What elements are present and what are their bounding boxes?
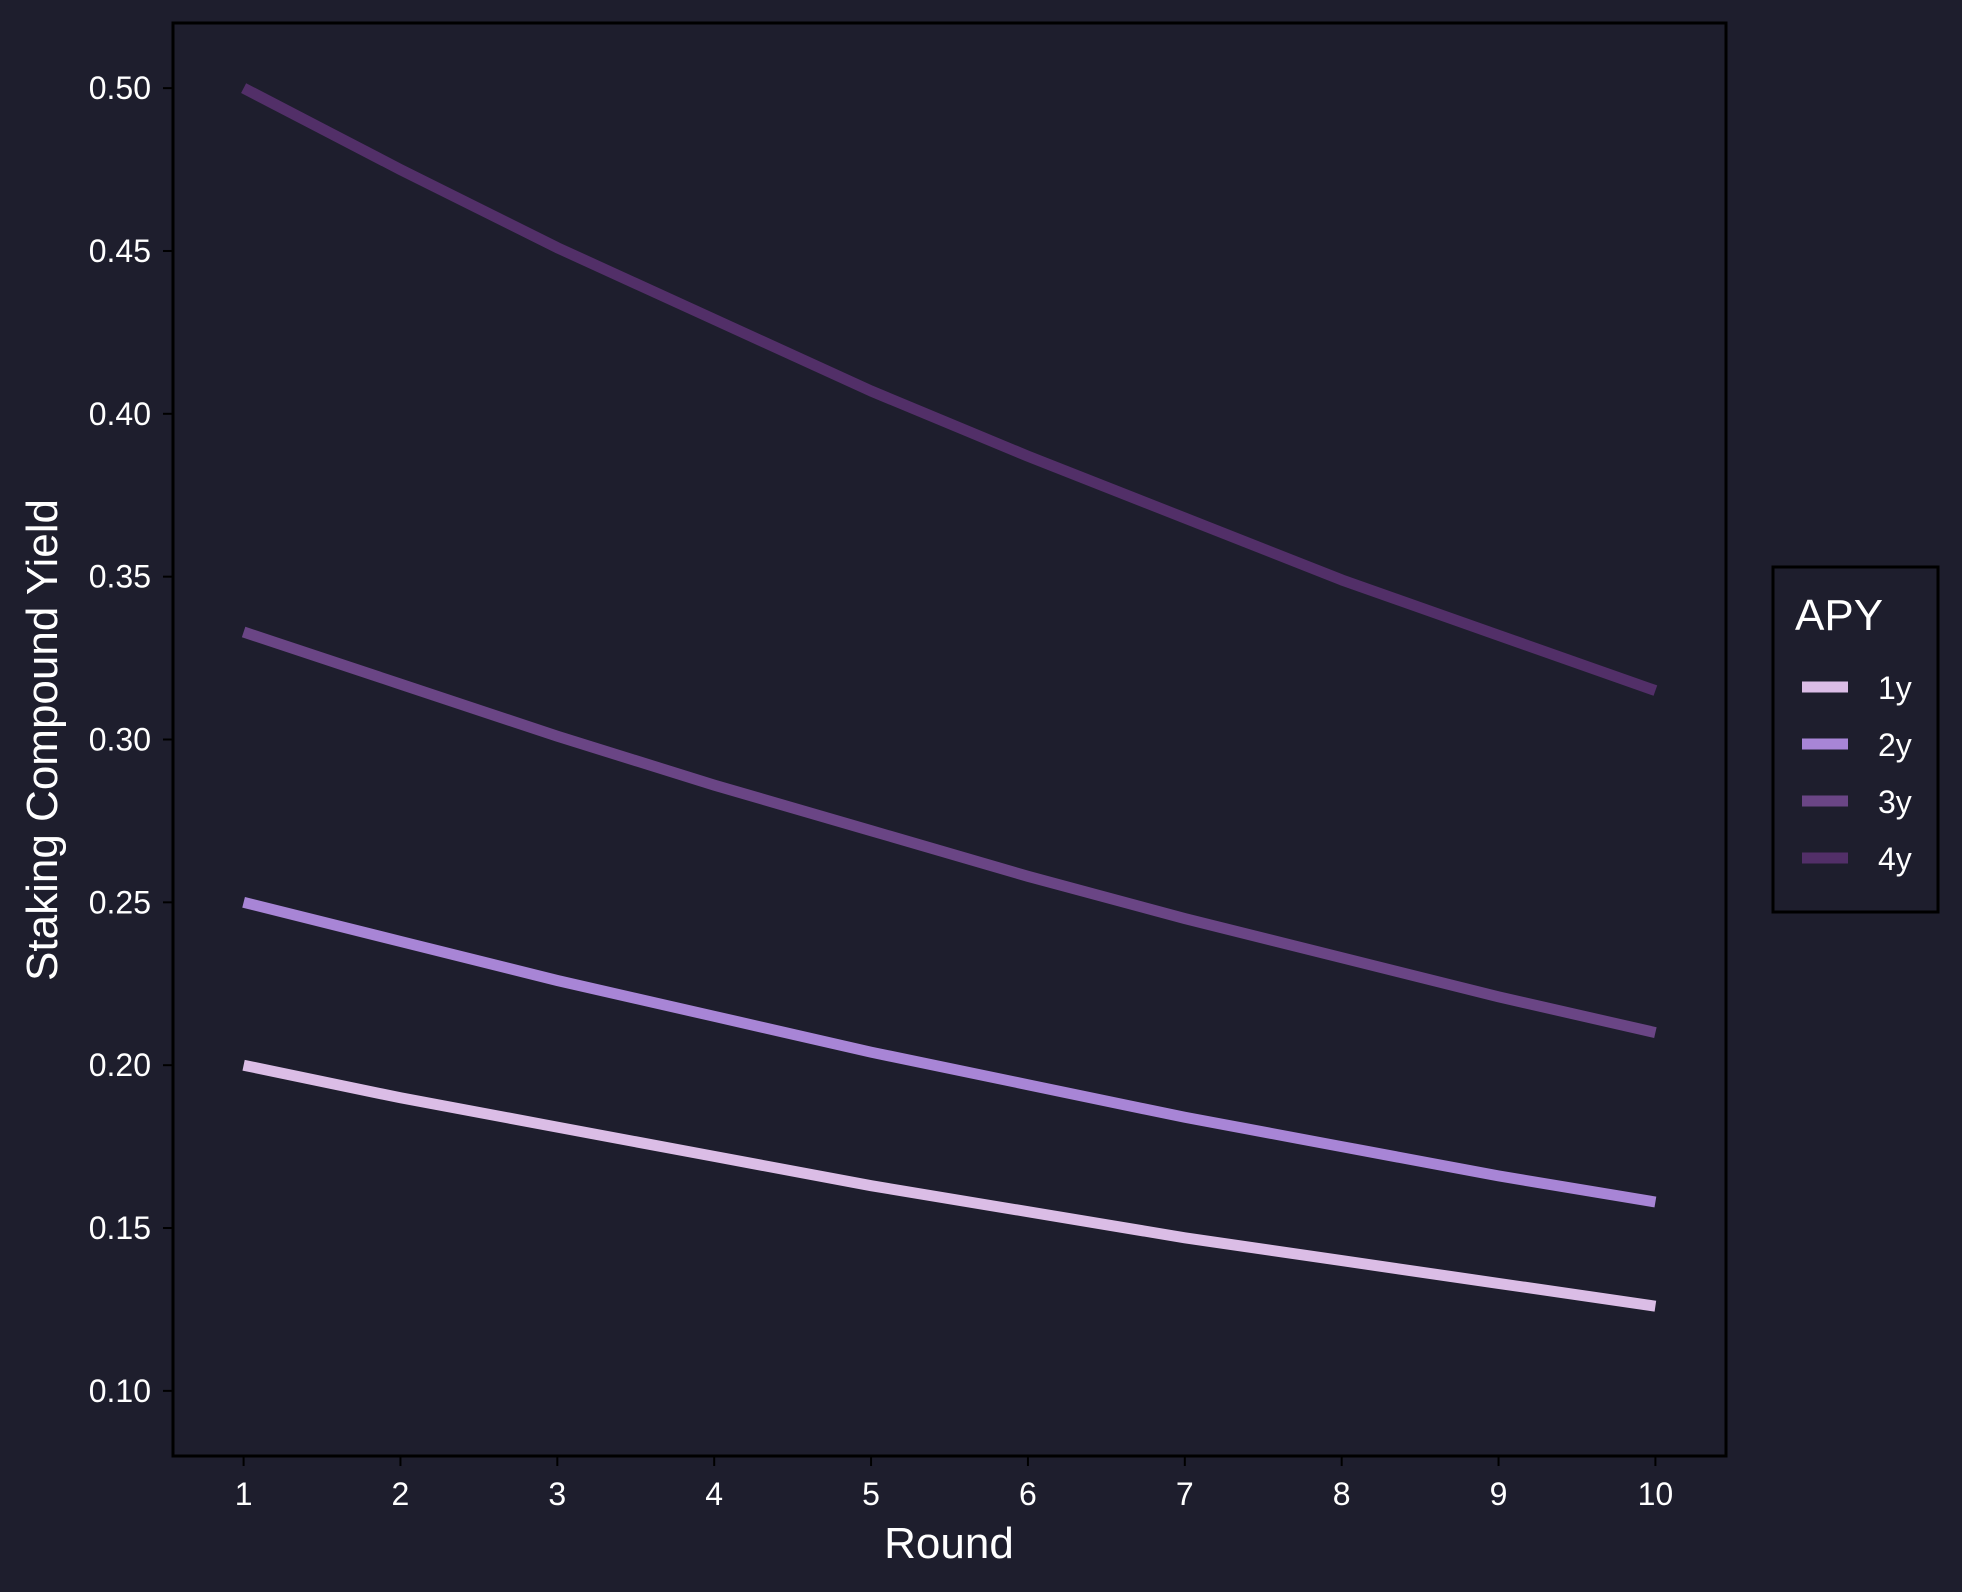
- x-tick-label: 9: [1490, 1476, 1508, 1512]
- series-line-4y: [241, 83, 1658, 696]
- plot-panel: [171, 21, 1728, 1458]
- x-axis-title: Round: [884, 1519, 1014, 1568]
- y-axis-title: Staking Compound Yield: [18, 499, 67, 981]
- y-tick-label: 0.10: [89, 1373, 151, 1409]
- legend-box: [1771, 565, 1940, 914]
- x-tick-label: 1: [235, 1476, 253, 1512]
- x-tick-label: 8: [1333, 1476, 1351, 1512]
- legend-label-2y: 2y: [1878, 727, 1912, 763]
- series-line-1y: [242, 1059, 1657, 1312]
- series-line-2y: [242, 896, 1657, 1208]
- y-tick-label: 0.15: [89, 1210, 151, 1246]
- x-tick-label: 10: [1638, 1476, 1674, 1512]
- y-tick-label: 0.35: [89, 559, 151, 595]
- legend-label-3y: 3y: [1878, 784, 1912, 820]
- legend-title: APY: [1795, 591, 1883, 640]
- x-axis: 1 2 3 4 5 6 7 8 9 10: [235, 1456, 1674, 1512]
- y-tick-label: 0.50: [89, 70, 151, 106]
- y-axis: 0.10 0.15 0.20 0.25 0.30 0.35 0.40 0.45 0.50: [89, 70, 173, 1409]
- series-lines: [241, 83, 1658, 1312]
- legend-label-1y: 1y: [1878, 670, 1912, 706]
- x-tick-label: 4: [705, 1476, 723, 1512]
- y-tick-label: 0.25: [89, 884, 151, 920]
- x-tick-label: 3: [548, 1476, 566, 1512]
- legend-label-4y: 4y: [1878, 841, 1912, 877]
- series-line-3y: [241, 626, 1657, 1038]
- x-tick-label: 6: [1019, 1476, 1037, 1512]
- x-tick-label: 5: [862, 1476, 880, 1512]
- y-tick-label: 0.20: [89, 1047, 151, 1083]
- y-tick-label: 0.45: [89, 233, 151, 269]
- legend: APY 1y 2y 3y 4y: [1771, 565, 1940, 914]
- legend-items: 1y 2y 3y 4y: [1802, 670, 1912, 877]
- x-tick-label: 7: [1176, 1476, 1194, 1512]
- y-tick-label: 0.30: [89, 722, 151, 758]
- y-tick-label: 0.40: [89, 396, 151, 432]
- x-tick-label: 2: [392, 1476, 410, 1512]
